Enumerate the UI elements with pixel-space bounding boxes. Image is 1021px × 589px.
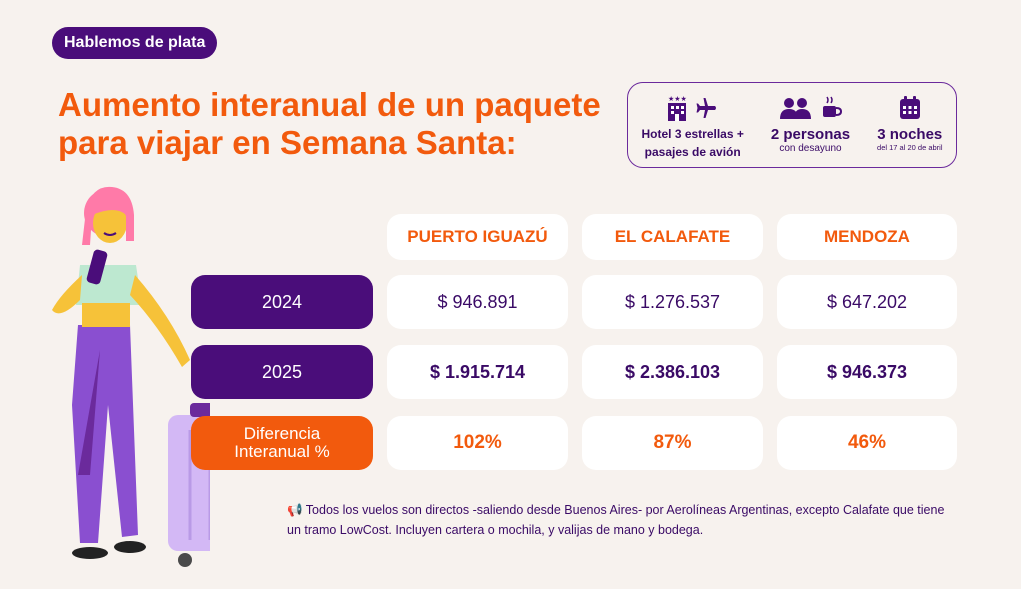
value-2025-el-calafate: $ 2.386.103 [582,345,763,399]
row-header-diferencia-line2: Interanual % [234,442,330,461]
people-sub: con desayuno [779,143,842,154]
row-header-diferencia-line1: Diferencia [243,424,321,443]
row-header-diferencia: Diferencia Interanual % [191,416,373,470]
section-tag: Hablemos de plata [52,27,218,59]
calendar-icon [899,96,920,119]
pct-puerto-iguazu: 102% [387,416,568,470]
nights-sub: del 17 al 20 de abril [877,143,943,152]
col-header-el-calafate: EL CALAFATE [582,214,763,260]
value-2024-el-calafate: $ 1.276.537 [582,275,763,329]
value-2024-puerto-iguazu: $ 946.891 [387,275,568,329]
nights-main: 3 noches [877,126,943,143]
hotel-line-1: Hotel 3 estrellas + [641,127,744,141]
row-header-2024: 2024 [191,275,373,329]
people-main: 2 personas [770,126,851,143]
people-icon [780,98,812,119]
package-info-box: ★★★ Hotel 3 estrellas + pasajes de avión [627,82,957,168]
hotel-icon: ★★★ [667,95,687,121]
info-hotel-flight: ★★★ Hotel 3 estrellas + pasajes de avión [641,93,743,159]
footnote: 📢 Todos los vuelos son directos -saliend… [287,503,945,537]
pct-el-calafate: 87% [582,416,763,470]
col-header-puerto-iguazu: PUERTO IGUAZÚ [387,214,568,260]
page-title: Aumento interanual de un paquete para vi… [58,86,601,161]
value-2025-mendoza: $ 946.373 [777,345,957,399]
coffee-icon [823,96,843,117]
svg-text:★★★: ★★★ [668,95,687,103]
info-nights: 3 noches del 17 al 20 de abril [877,93,943,152]
pct-mendoza: 46% [777,416,957,470]
info-people: 2 personas con desayuno [771,93,850,154]
value-2024-mendoza: $ 647.202 [777,275,957,329]
value-2025-puerto-iguazu: $ 1.915.714 [387,345,568,399]
traveler-illustration [52,186,210,567]
col-header-mendoza: MENDOZA [777,214,957,260]
row-header-2025: 2025 [191,345,373,399]
airplane-icon [696,98,716,118]
hotel-line-2: pasajes de avión [644,145,741,159]
